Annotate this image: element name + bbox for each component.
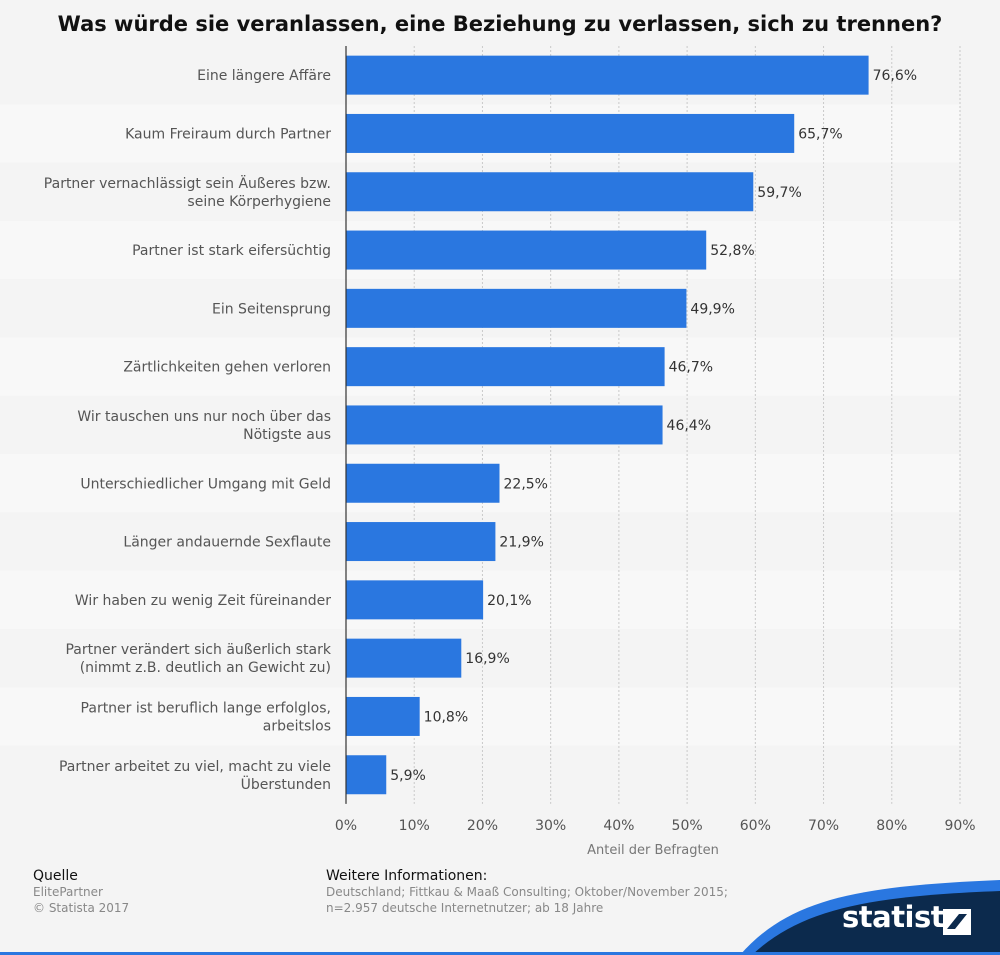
category-label: Ein Seitensprung xyxy=(212,301,331,317)
x-axis-title: Anteil der Befragten xyxy=(587,843,719,858)
footer-info: Weitere Informationen: Deutschland; Fitt… xyxy=(326,868,728,916)
statista-logo-icon xyxy=(943,909,971,935)
source-line-2: © Statista 2017 xyxy=(33,901,130,915)
x-tick-label: 90% xyxy=(944,818,975,834)
category-label: Partner arbeitet zu viel, macht zu viele xyxy=(59,759,331,775)
bar xyxy=(346,755,387,795)
bar-chart: 76,6% Eine längere Affäre 65,7% Kaum Freira… xyxy=(0,46,976,858)
data-label: 59,7% xyxy=(757,185,801,201)
info-line-2: n=2.957 deutsche Internetnutzer; ab 18 J… xyxy=(326,901,604,915)
category-label: Kaum Freiraum durch Partner xyxy=(125,126,331,142)
category-label: seine Körperhygiene xyxy=(187,194,331,210)
category-label: Länger andauernde Sexflaute xyxy=(123,535,331,551)
data-label: 10,8% xyxy=(424,709,468,725)
category-label: Wir tauschen uns nur noch über das xyxy=(77,409,331,425)
bar xyxy=(346,580,484,620)
info-heading: Weitere Informationen: xyxy=(326,868,488,884)
info-line-1: Deutschland; Fittkau & Maaß Consulting; … xyxy=(326,885,728,899)
x-tick-label: 40% xyxy=(603,818,634,834)
x-tick-label: 60% xyxy=(740,818,771,834)
bar xyxy=(346,230,707,270)
data-label: 16,9% xyxy=(465,651,509,667)
data-label: 46,4% xyxy=(667,418,711,434)
category-label: Überstunden xyxy=(241,775,331,793)
data-label: 22,5% xyxy=(504,476,548,492)
source-heading: Quelle xyxy=(33,868,78,884)
row-band xyxy=(0,745,960,804)
x-tick-label: 0% xyxy=(335,818,357,834)
source-line-1[interactable]: ElitePartner xyxy=(33,885,103,899)
x-tick-label: 30% xyxy=(535,818,566,834)
category-label: Wir haben zu wenig Zeit füreinander xyxy=(75,593,331,609)
category-label: Zärtlichkeiten gehen verloren xyxy=(123,360,331,376)
data-label: 49,9% xyxy=(690,301,734,317)
category-label: Unterschiedlicher Umgang mit Geld xyxy=(80,476,331,492)
category-label: Partner vernachlässigt sein Äußeres bzw. xyxy=(44,174,331,192)
bar xyxy=(346,405,663,445)
chart-title: Was würde sie veranlassen, eine Beziehun… xyxy=(57,12,943,36)
category-label: Nötigste aus xyxy=(243,427,331,443)
data-label: 52,8% xyxy=(710,243,754,259)
bar xyxy=(346,522,496,562)
brand-swoosh xyxy=(0,880,1000,955)
bar xyxy=(346,113,795,153)
x-tick-label: 70% xyxy=(808,818,839,834)
category-label: Partner ist stark eifersüchtig xyxy=(132,243,331,259)
data-label: 5,9% xyxy=(390,768,426,784)
category-label: Eine längere Affäre xyxy=(197,68,331,84)
x-tick-label: 10% xyxy=(399,818,430,834)
data-label: 65,7% xyxy=(798,126,842,142)
footer-source: Quelle ElitePartner © Statista 2017 xyxy=(33,868,129,916)
bar xyxy=(346,55,869,95)
category-label: (nimmt z.B. deutlich an Gewicht zu) xyxy=(80,660,331,676)
x-tick-label: 50% xyxy=(672,818,703,834)
data-label: 46,7% xyxy=(669,360,713,376)
row-band xyxy=(0,687,960,746)
bar xyxy=(346,172,754,212)
row-band xyxy=(0,629,960,688)
bar xyxy=(346,347,665,387)
bar xyxy=(346,638,462,678)
bar xyxy=(346,463,500,503)
category-label: Partner verändert sich äußerlich stark xyxy=(65,642,331,658)
x-tick-label: 80% xyxy=(876,818,907,834)
data-label: 20,1% xyxy=(487,593,531,609)
data-label: 76,6% xyxy=(873,68,917,84)
category-label: arbeitslos xyxy=(263,718,331,734)
x-tick-label: 20% xyxy=(467,818,498,834)
category-label: Partner ist beruflich lange erfolglos, xyxy=(81,700,331,716)
bar xyxy=(346,696,420,736)
bar xyxy=(346,288,687,328)
data-label: 21,9% xyxy=(499,535,543,551)
